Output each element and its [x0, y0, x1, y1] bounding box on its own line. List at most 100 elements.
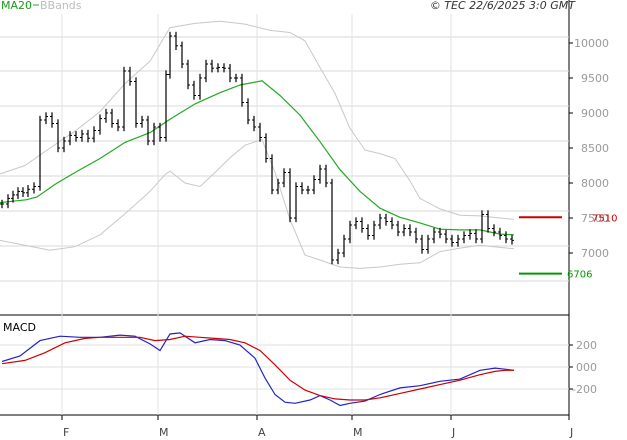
macd-panel-label: MACD [3, 321, 36, 334]
x-tick-label: F [63, 426, 69, 439]
price-bar [174, 31, 178, 50]
price-bar [474, 229, 478, 244]
price-bar [240, 73, 244, 107]
x-tick-label: J [451, 426, 455, 439]
price-bar [348, 220, 352, 244]
price-bar [116, 119, 120, 132]
macd-gridlines [0, 344, 569, 390]
price-bar [110, 108, 114, 128]
price-bar [306, 185, 310, 195]
macd-series-group [1, 332, 515, 407]
price-bars [0, 31, 514, 265]
price-bar [0, 199, 4, 209]
price-bar [44, 112, 48, 125]
macd-series-macd [1, 332, 515, 407]
price-bar [98, 114, 102, 135]
price-bar [462, 231, 466, 244]
price-bar [146, 115, 150, 146]
price-bar [288, 168, 292, 223]
price-bar [264, 133, 268, 163]
price-gridlines [0, 14, 569, 415]
price-bar [432, 227, 436, 244]
price-bar [360, 217, 364, 233]
price-tick-labels: 10000 9500 9000 8500 8000 7500 7000 [569, 37, 609, 260]
price-bar [50, 112, 54, 128]
price-bar [270, 154, 274, 195]
price-bar [366, 224, 370, 240]
price-bar [342, 234, 346, 258]
price-bar [408, 224, 412, 237]
macd-tick-labels: 200 000 -200 [569, 339, 597, 396]
price-bar [222, 63, 226, 73]
price-bar [16, 187, 20, 200]
price-bar [510, 234, 514, 245]
price-tick-label: 7500 [581, 212, 609, 225]
price-bar [300, 182, 304, 195]
price-bar [228, 64, 232, 83]
price-bar [258, 122, 262, 142]
x-tick-label: J [569, 426, 573, 439]
x-tick-label: M [159, 426, 169, 439]
price-bar [492, 224, 496, 237]
price-panel [0, 14, 569, 315]
price-bar [234, 73, 238, 83]
price-series-group [0, 20, 515, 269]
x-tick-label: M [353, 426, 363, 439]
macd-tick-label: -200 [572, 383, 597, 396]
level-label: 6706 [567, 270, 592, 281]
price-bar [276, 178, 280, 195]
price-bar [192, 80, 196, 100]
price-bar [282, 168, 286, 188]
copyright-timestamp: © TEC 22/6/2025 3:0 GMT [430, 0, 576, 12]
series-bbands-upper [0, 20, 515, 220]
legend-bbands: BBands [40, 0, 82, 12]
price-bar [384, 213, 388, 226]
price-bar [86, 129, 90, 143]
price-bar [396, 220, 400, 237]
price-bar [390, 217, 394, 230]
price-bar [294, 182, 298, 223]
price-tick-label: 8500 [581, 142, 609, 155]
price-bar [164, 70, 168, 142]
price-tick-label: 9000 [581, 107, 609, 120]
series-ma20 [0, 80, 515, 236]
price-bar [330, 178, 334, 265]
price-bar [450, 234, 454, 247]
price-bar [312, 175, 316, 195]
price-bar [21, 187, 25, 197]
macd-tick-label: 200 [576, 339, 597, 352]
price-bar [204, 59, 208, 83]
price-bar [378, 213, 382, 230]
price-tick-label: 9500 [581, 72, 609, 85]
macd-tick-label: 000 [576, 361, 597, 374]
level-lines: 7510 6706 [519, 213, 617, 281]
price-bar [414, 227, 418, 244]
price-bar [56, 119, 60, 153]
price-bar [438, 227, 442, 239]
price-bar [456, 234, 460, 247]
price-bar [216, 63, 220, 73]
price-tick-label: 8000 [581, 177, 609, 190]
series-bbands-lower [0, 138, 515, 269]
price-bar [186, 59, 190, 90]
price-bar [444, 229, 448, 244]
x-tick-label: A [258, 426, 266, 439]
price-bar [420, 234, 424, 254]
price-tick-label: 7000 [581, 247, 609, 260]
price-bar [80, 129, 84, 142]
level-label: 7510 [592, 213, 617, 224]
price-bar [152, 122, 156, 146]
legend-ma20: MA20 [1, 0, 32, 12]
price-bar [68, 131, 72, 146]
price-bar [498, 227, 502, 240]
price-bar [134, 77, 138, 128]
price-bar [92, 126, 96, 143]
price-bar [26, 185, 30, 197]
price-bar [426, 234, 430, 254]
price-bar [324, 164, 328, 188]
price-bar [210, 59, 214, 73]
price-bar [336, 248, 340, 265]
price-tick-label: 10000 [574, 37, 609, 50]
